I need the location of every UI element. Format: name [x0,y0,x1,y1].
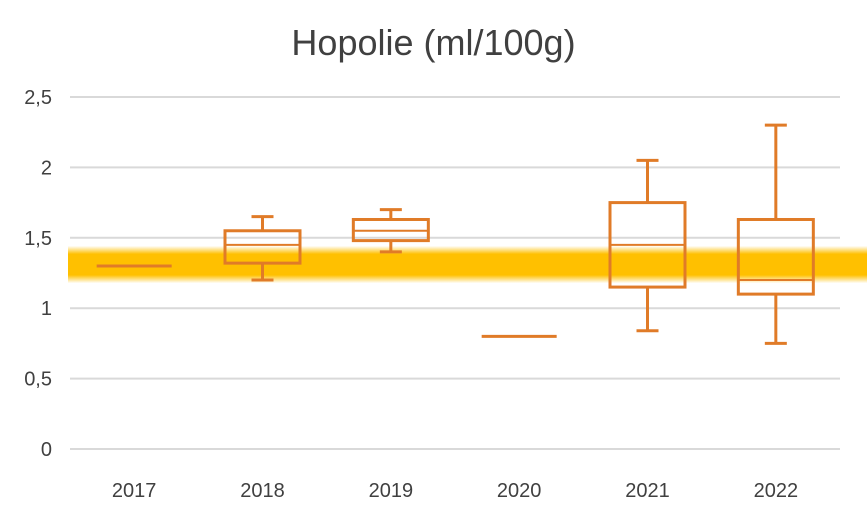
y-tick-label: 2,5 [24,87,52,109]
y-tick-label: 2 [41,157,52,179]
reference-band [68,245,867,284]
y-tick-label: 0,5 [24,369,52,391]
x-tick-label: 2019 [369,480,414,502]
x-tick-label: 2020 [497,480,542,502]
y-tick-label: 1 [41,298,52,320]
y-tick-label: 1,5 [24,228,52,250]
x-tick-label: 2021 [625,480,670,502]
chart-title: Hopolie (ml/100g) [291,22,576,63]
box-iqr [223,229,302,265]
x-tick-label: 2018 [240,480,285,502]
y-tick-label: 0 [41,439,52,461]
x-tick-label: 2022 [754,480,799,502]
x-tick-label: 2017 [112,480,157,502]
box-iqr [736,217,815,296]
